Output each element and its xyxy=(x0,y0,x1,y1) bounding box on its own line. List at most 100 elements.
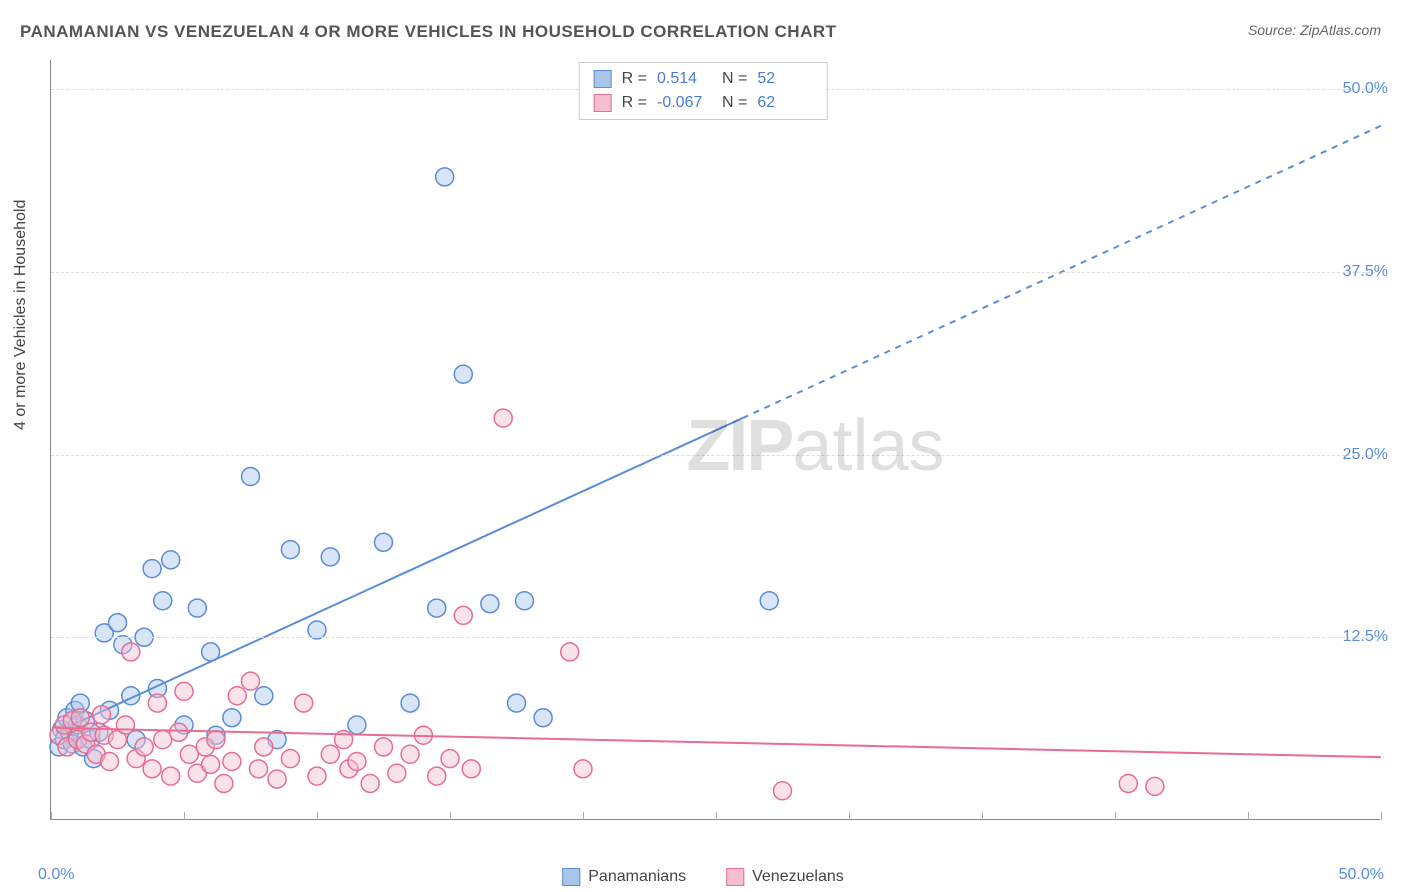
x-max-label: 50.0% xyxy=(1339,866,1384,884)
gridline xyxy=(51,455,1380,456)
data-point xyxy=(308,621,326,639)
data-point xyxy=(534,709,552,727)
data-point xyxy=(242,672,260,690)
data-point xyxy=(574,760,592,778)
data-point xyxy=(454,606,472,624)
y-axis-label: 4 or more Vehicles in Household xyxy=(12,200,30,430)
data-point xyxy=(1146,777,1164,795)
data-point xyxy=(175,682,193,700)
legend-swatch xyxy=(726,868,744,886)
data-point xyxy=(348,716,366,734)
data-point xyxy=(494,409,512,427)
x-tick xyxy=(849,812,850,820)
data-point xyxy=(148,694,166,712)
legend-label: Venezuelans xyxy=(752,868,844,886)
data-point xyxy=(321,745,339,763)
data-point xyxy=(321,548,339,566)
data-point xyxy=(388,764,406,782)
stats-box: R = 0.514 N = 52 R = -0.067 N = 62 xyxy=(579,62,828,120)
plot-area xyxy=(50,60,1380,820)
data-point xyxy=(561,643,579,661)
n-label: N = xyxy=(722,91,747,115)
data-point xyxy=(760,592,778,610)
r-label: R = xyxy=(622,67,647,91)
data-point xyxy=(375,738,393,756)
y-tick-label: 25.0% xyxy=(1343,446,1388,464)
chart-title: PANAMANIAN VS VENEZUELAN 4 OR MORE VEHIC… xyxy=(20,22,837,42)
x-tick xyxy=(716,812,717,820)
legend-swatch xyxy=(594,70,612,88)
legend-bottom: Panamanians Venezuelans xyxy=(562,868,843,886)
data-point xyxy=(508,694,526,712)
data-point xyxy=(122,643,140,661)
data-point xyxy=(462,760,480,778)
data-point xyxy=(428,599,446,617)
stats-row: R = -0.067 N = 62 xyxy=(594,91,813,115)
data-point xyxy=(308,767,326,785)
r-value: -0.067 xyxy=(657,91,712,115)
data-point xyxy=(401,694,419,712)
chart-svg xyxy=(51,60,1380,819)
data-point xyxy=(135,738,153,756)
y-tick-label: 50.0% xyxy=(1343,80,1388,98)
data-point xyxy=(454,365,472,383)
data-point xyxy=(281,750,299,768)
x-tick xyxy=(1248,812,1249,820)
x-tick xyxy=(1381,812,1382,820)
x-tick xyxy=(583,812,584,820)
data-point xyxy=(268,770,286,788)
data-point xyxy=(281,541,299,559)
data-point xyxy=(143,760,161,778)
data-point xyxy=(436,168,454,186)
data-point xyxy=(143,560,161,578)
x-tick xyxy=(51,812,52,820)
trend-line xyxy=(56,728,1381,757)
x-min-label: 0.0% xyxy=(38,866,74,884)
n-value: 52 xyxy=(757,67,812,91)
n-value: 62 xyxy=(757,91,812,115)
data-point xyxy=(228,687,246,705)
data-point xyxy=(375,533,393,551)
data-point xyxy=(170,723,188,741)
data-point xyxy=(215,774,233,792)
source-label: Source: ZipAtlas.com xyxy=(1248,22,1381,38)
data-point xyxy=(441,750,459,768)
data-point xyxy=(255,687,273,705)
n-label: N = xyxy=(722,67,747,91)
x-tick xyxy=(982,812,983,820)
data-point xyxy=(154,592,172,610)
data-point xyxy=(255,738,273,756)
data-point xyxy=(109,614,127,632)
data-point xyxy=(223,753,241,771)
x-tick xyxy=(184,812,185,820)
legend-swatch xyxy=(594,94,612,112)
data-point xyxy=(428,767,446,785)
data-point xyxy=(188,599,206,617)
data-point xyxy=(348,753,366,771)
legend-item: Venezuelans xyxy=(726,868,844,886)
x-tick xyxy=(317,812,318,820)
data-point xyxy=(101,753,119,771)
gridline xyxy=(51,272,1380,273)
y-tick-label: 37.5% xyxy=(1343,263,1388,281)
data-point xyxy=(515,592,533,610)
x-tick xyxy=(1115,812,1116,820)
x-tick xyxy=(450,812,451,820)
data-point xyxy=(1119,774,1137,792)
data-point xyxy=(223,709,241,727)
legend-swatch xyxy=(562,868,580,886)
stats-row: R = 0.514 N = 52 xyxy=(594,67,813,91)
legend-label: Panamanians xyxy=(588,868,686,886)
data-point xyxy=(774,782,792,800)
legend-item: Panamanians xyxy=(562,868,686,886)
data-point xyxy=(361,774,379,792)
data-point xyxy=(401,745,419,763)
data-point xyxy=(249,760,267,778)
data-point xyxy=(162,767,180,785)
data-point xyxy=(295,694,313,712)
data-point xyxy=(93,706,111,724)
r-value: 0.514 xyxy=(657,67,712,91)
data-point xyxy=(162,551,180,569)
y-tick-label: 12.5% xyxy=(1343,628,1388,646)
r-label: R = xyxy=(622,91,647,115)
